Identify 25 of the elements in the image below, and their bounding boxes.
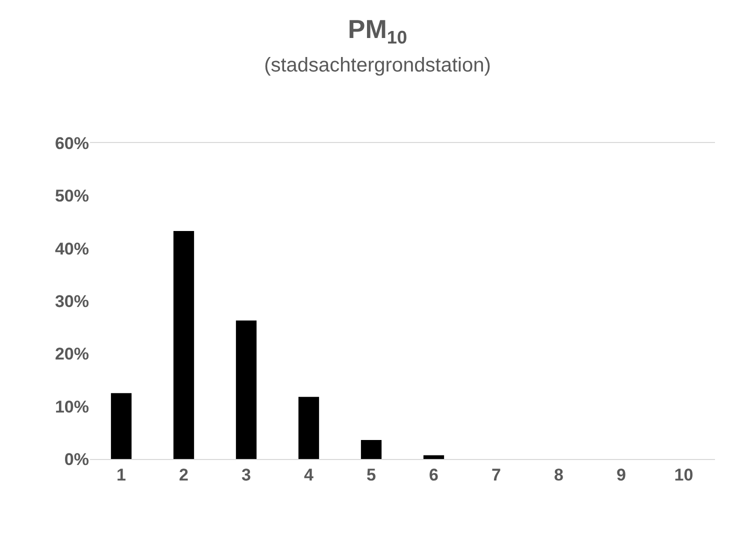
x-tick-label: 1	[116, 465, 126, 484]
y-tick-label: 10%	[54, 397, 89, 416]
bar	[110, 393, 132, 459]
chart-subtitle: (stadsachtergrondstation)	[264, 54, 491, 77]
x-tick-label: 2	[179, 465, 188, 484]
x-tick-label: 6	[429, 465, 438, 484]
bar	[360, 440, 382, 459]
x-tick-label: 4	[304, 465, 314, 484]
x-tick-label: 7	[492, 465, 501, 484]
chart-title: PM$_{10}$	[348, 14, 408, 48]
x-tick-label: 9	[616, 465, 626, 484]
x-tick-label: 8	[554, 465, 564, 484]
y-tick-label: 0%	[64, 450, 89, 469]
bar	[423, 455, 444, 459]
y-tick-label: 30%	[54, 292, 89, 311]
y-tick-label: 50%	[54, 186, 89, 206]
bar	[236, 320, 257, 459]
y-tick-label: 20%	[54, 344, 89, 364]
x-tick-label: 10	[674, 465, 694, 484]
x-tick-label: 3	[242, 465, 251, 484]
x-tick-label: 5	[366, 465, 376, 484]
bar	[173, 230, 194, 459]
y-tick-label: 60%	[54, 134, 89, 153]
bar	[298, 396, 320, 459]
y-tick-label: 40%	[54, 239, 89, 258]
